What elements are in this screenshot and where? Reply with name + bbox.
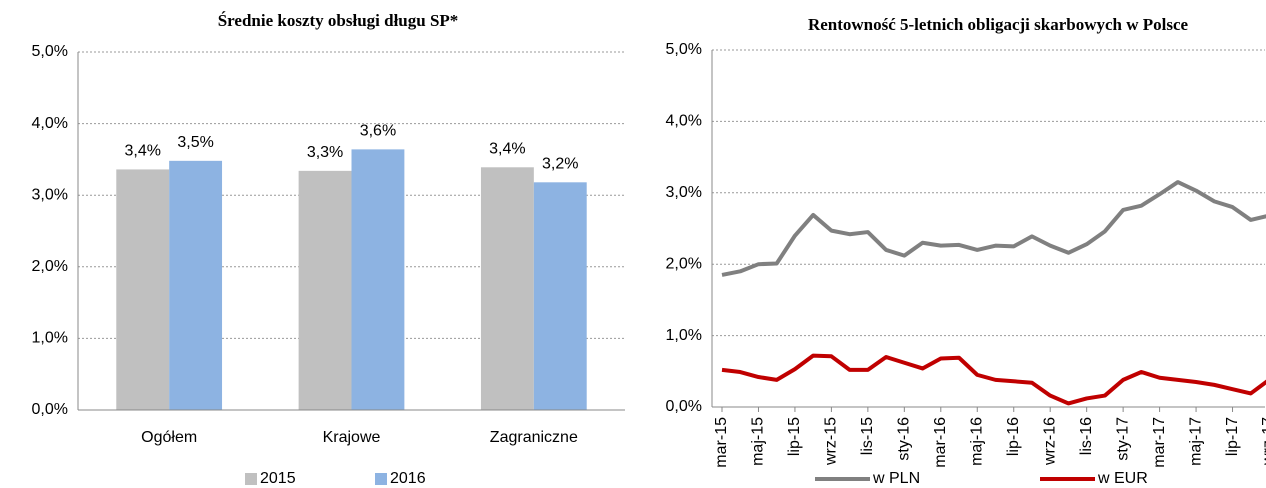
y-tick-label: 0,0%: [666, 398, 702, 415]
bar: [298, 170, 352, 410]
chart-title: Średnie koszty obsługi długu SP*: [218, 11, 459, 30]
x-tick-label: Ogółem: [141, 429, 197, 446]
data-label: 3,4%: [124, 143, 160, 160]
x-tick-label: wrz-17: [1260, 417, 1266, 466]
legend-label: w EUR: [1097, 470, 1148, 487]
legend-swatch: [245, 473, 257, 485]
data-label: 3,6%: [360, 123, 396, 140]
line-series: [721, 353, 1266, 406]
line-series: [721, 180, 1266, 277]
bar: [116, 169, 170, 410]
data-label: 3,3%: [307, 144, 343, 161]
data-label: 3,5%: [177, 134, 213, 151]
x-tick-label: wrz-16: [1041, 417, 1058, 466]
x-tick-label: wrz-15: [823, 417, 840, 466]
y-tick-label: 3,0%: [32, 186, 68, 203]
y-tick-label: 1,0%: [666, 327, 702, 344]
x-tick-label: lis-15: [859, 417, 876, 455]
x-tick-label: sty-17: [1114, 417, 1131, 461]
y-tick-label: 5,0%: [32, 43, 68, 60]
bar: [533, 182, 587, 410]
y-tick-label: 4,0%: [32, 115, 68, 132]
legend-label: 2015: [260, 470, 296, 487]
data-label: 3,4%: [489, 140, 525, 157]
legend-swatch: [375, 473, 387, 485]
x-tick-label: mar-15: [713, 417, 730, 468]
bar: [351, 149, 405, 410]
y-tick-label: 2,0%: [666, 255, 702, 272]
legend-label: 2016: [390, 470, 426, 487]
bar: [480, 167, 534, 410]
x-tick-label: mar-16: [932, 417, 949, 468]
y-tick-label: 5,0%: [666, 41, 702, 58]
chart-title: Rentowność 5-letnich obligacji skarbowyc…: [808, 15, 1189, 34]
y-tick-label: 0,0%: [32, 401, 68, 418]
x-tick-label: lip-17: [1224, 417, 1241, 456]
bar: [169, 160, 223, 410]
y-tick-label: 3,0%: [666, 184, 702, 201]
x-tick-label: maj-17: [1187, 417, 1204, 466]
x-tick-label: maj-15: [750, 417, 767, 466]
x-tick-label: Krajowe: [323, 429, 381, 446]
y-tick-label: 4,0%: [666, 113, 702, 130]
y-tick-label: 2,0%: [32, 258, 68, 275]
x-tick-label: lip-16: [1005, 417, 1022, 456]
data-label: 3,2%: [542, 156, 578, 173]
x-tick-label: sty-16: [896, 417, 913, 461]
x-tick-label: mar-17: [1151, 417, 1168, 468]
x-tick-label: maj-16: [968, 417, 985, 466]
x-tick-label: lis-16: [1078, 417, 1095, 455]
x-tick-label: Zagraniczne: [490, 429, 578, 446]
legend-label: w PLN: [872, 470, 920, 487]
y-tick-label: 1,0%: [32, 330, 68, 347]
x-tick-label: lip-15: [786, 417, 803, 456]
